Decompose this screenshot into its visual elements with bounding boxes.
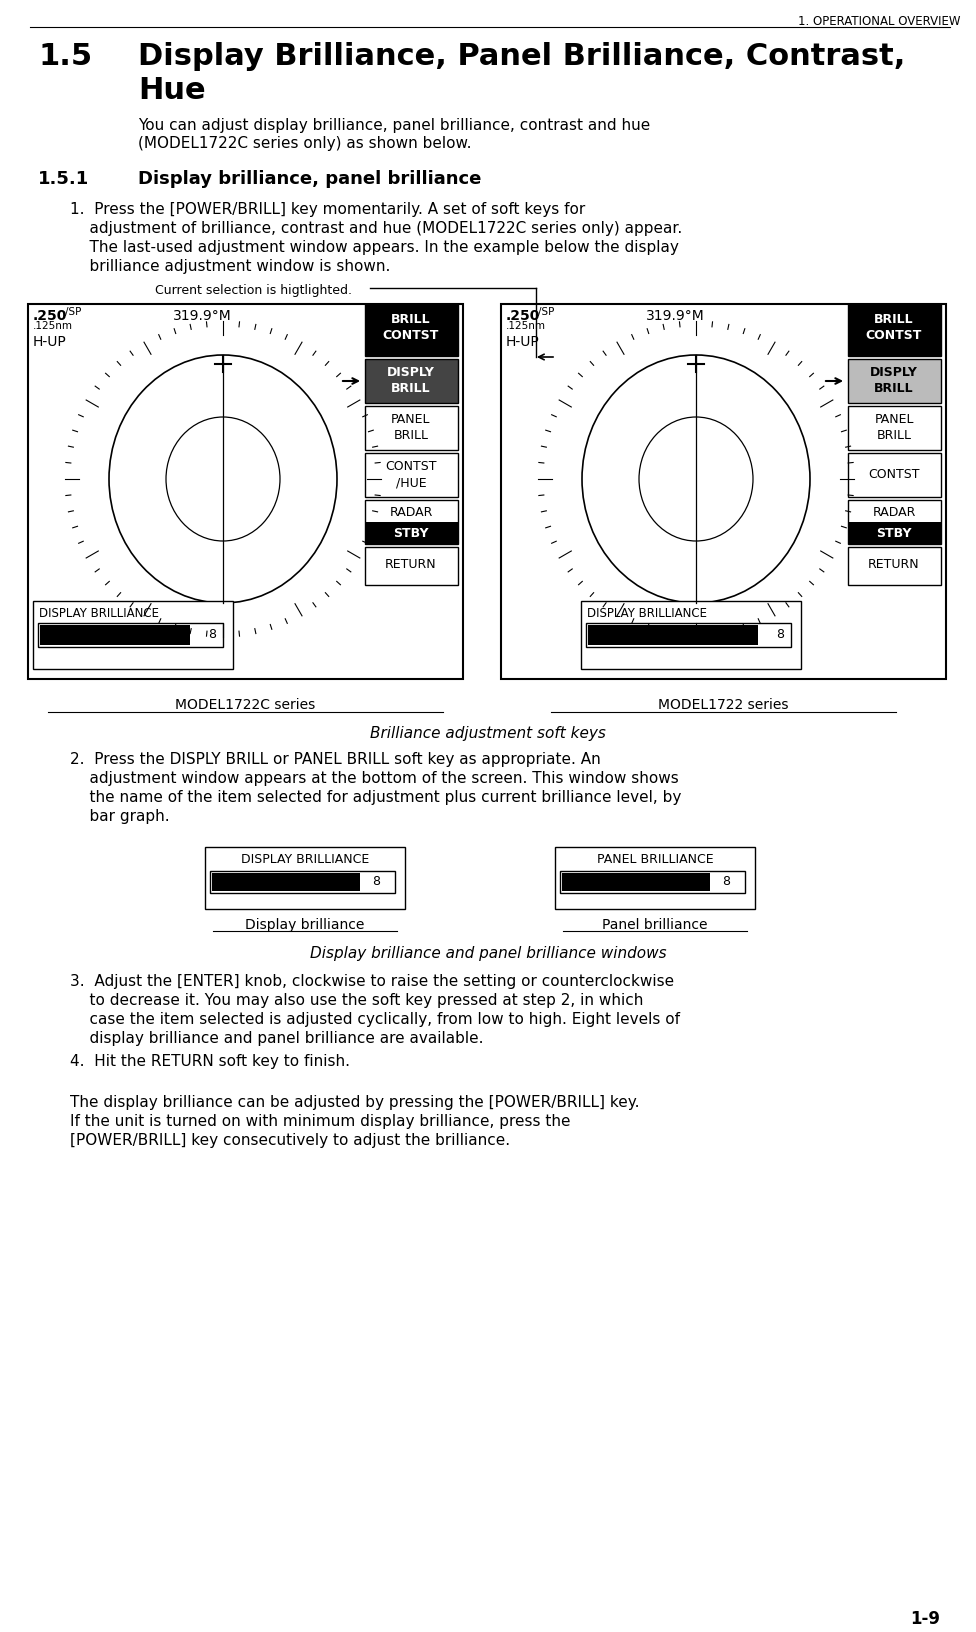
Text: BRILL: BRILL bbox=[876, 429, 912, 442]
Text: case the item selected is adjusted cyclically, from low to high. Eight levels of: case the item selected is adjusted cycli… bbox=[70, 1012, 680, 1027]
Text: DISPLAY BRILLIANCE: DISPLAY BRILLIANCE bbox=[241, 852, 369, 865]
Bar bbox=[848, 359, 941, 403]
Text: BRILL: BRILL bbox=[391, 382, 430, 395]
Text: DISPLY: DISPLY bbox=[870, 366, 918, 379]
Text: CONTST: CONTST bbox=[866, 328, 922, 341]
Bar bbox=[365, 501, 458, 545]
Bar bbox=[588, 625, 758, 646]
Text: bar graph.: bar graph. bbox=[70, 808, 170, 824]
Bar bbox=[586, 623, 791, 648]
Text: .125nm: .125nm bbox=[33, 322, 73, 331]
Bar bbox=[40, 625, 190, 646]
Text: STBY: STBY bbox=[876, 527, 912, 540]
Bar bbox=[365, 406, 458, 450]
Text: brilliance adjustment window is shown.: brilliance adjustment window is shown. bbox=[70, 259, 390, 274]
Text: MODEL1722 series: MODEL1722 series bbox=[658, 697, 789, 712]
Bar bbox=[848, 305, 941, 357]
Text: Display brilliance: Display brilliance bbox=[245, 917, 365, 932]
Bar bbox=[212, 873, 360, 891]
Text: Display Brilliance, Panel Brilliance, Contrast,
Hue: Display Brilliance, Panel Brilliance, Co… bbox=[138, 42, 906, 104]
Bar bbox=[848, 454, 941, 498]
Text: STBY: STBY bbox=[393, 527, 428, 540]
Text: RETURN: RETURN bbox=[386, 558, 437, 571]
Bar bbox=[205, 847, 405, 909]
Text: CONTST: CONTST bbox=[869, 468, 919, 481]
Bar bbox=[848, 406, 941, 450]
Text: You can adjust display brilliance, panel brilliance, contrast and hue: You can adjust display brilliance, panel… bbox=[138, 118, 650, 132]
Bar bbox=[38, 623, 223, 648]
Bar bbox=[501, 305, 946, 679]
Text: DISPLAY BRILLIANCE: DISPLAY BRILLIANCE bbox=[39, 607, 159, 620]
Text: PANEL: PANEL bbox=[874, 413, 914, 426]
Bar bbox=[210, 871, 395, 893]
Text: RETURN: RETURN bbox=[869, 558, 919, 571]
Bar bbox=[365, 522, 458, 545]
Text: PANEL BRILLIANCE: PANEL BRILLIANCE bbox=[596, 852, 713, 865]
Text: The display brilliance can be adjusted by pressing the [POWER/BRILL] key.: The display brilliance can be adjusted b… bbox=[70, 1095, 639, 1110]
Text: /SP: /SP bbox=[65, 307, 81, 317]
Bar bbox=[365, 305, 458, 357]
Bar bbox=[848, 522, 941, 545]
Text: 1-9: 1-9 bbox=[910, 1609, 940, 1627]
Text: H-UP: H-UP bbox=[506, 335, 540, 349]
Text: /SP: /SP bbox=[538, 307, 554, 317]
Text: Display brilliance, panel brilliance: Display brilliance, panel brilliance bbox=[138, 170, 481, 188]
Text: 1.5: 1.5 bbox=[38, 42, 92, 70]
Text: MODEL1722C series: MODEL1722C series bbox=[175, 697, 315, 712]
Text: PANEL: PANEL bbox=[391, 413, 430, 426]
Bar bbox=[33, 602, 233, 669]
Text: 8: 8 bbox=[372, 875, 380, 888]
Text: .125nm: .125nm bbox=[506, 322, 546, 331]
Text: The last-used adjustment window appears. In the example below the display: The last-used adjustment window appears.… bbox=[70, 240, 679, 255]
Text: 3.  Adjust the [ENTER] knob, clockwise to raise the setting or counterclockwise: 3. Adjust the [ENTER] knob, clockwise to… bbox=[70, 973, 674, 989]
Text: 4.  Hit the RETURN soft key to finish.: 4. Hit the RETURN soft key to finish. bbox=[70, 1053, 350, 1069]
Text: 8: 8 bbox=[722, 875, 730, 888]
Text: BRILL: BRILL bbox=[393, 429, 428, 442]
Bar bbox=[848, 501, 941, 545]
Text: If the unit is turned on with minimum display brilliance, press the: If the unit is turned on with minimum di… bbox=[70, 1113, 571, 1128]
Text: 1.5.1: 1.5.1 bbox=[38, 170, 89, 188]
Text: H-UP: H-UP bbox=[33, 335, 66, 349]
Text: the name of the item selected for adjustment plus current brilliance level, by: the name of the item selected for adjust… bbox=[70, 790, 681, 805]
Text: RADAR: RADAR bbox=[873, 506, 915, 519]
Bar bbox=[555, 847, 755, 909]
Text: [POWER/BRILL] key consecutively to adjust the brilliance.: [POWER/BRILL] key consecutively to adjus… bbox=[70, 1133, 510, 1147]
Text: Display brilliance and panel brilliance windows: Display brilliance and panel brilliance … bbox=[309, 945, 667, 960]
Text: .250: .250 bbox=[506, 308, 541, 323]
Text: 8: 8 bbox=[776, 628, 784, 641]
Text: 319.9°M: 319.9°M bbox=[173, 308, 231, 323]
Text: Panel brilliance: Panel brilliance bbox=[602, 917, 708, 932]
Text: Current selection is higtlighted.: Current selection is higtlighted. bbox=[155, 284, 352, 297]
Text: CONTST: CONTST bbox=[386, 460, 436, 473]
Text: BRILL: BRILL bbox=[391, 313, 430, 326]
Text: 1.  Press the [POWER/BRILL] key momentarily. A set of soft keys for: 1. Press the [POWER/BRILL] key momentari… bbox=[70, 202, 586, 217]
Text: BRILL: BRILL bbox=[874, 382, 914, 395]
Text: .250: .250 bbox=[33, 308, 67, 323]
Text: adjustment of brilliance, contrast and hue (MODEL1722C series only) appear.: adjustment of brilliance, contrast and h… bbox=[70, 220, 682, 237]
Text: Brilliance adjustment soft keys: Brilliance adjustment soft keys bbox=[370, 726, 606, 741]
Text: 8: 8 bbox=[208, 628, 216, 641]
Bar bbox=[848, 548, 941, 586]
Text: /HUE: /HUE bbox=[395, 475, 427, 488]
Text: CONTST: CONTST bbox=[383, 328, 439, 341]
Text: RADAR: RADAR bbox=[389, 506, 432, 519]
Text: BRILL: BRILL bbox=[874, 313, 914, 326]
Text: (MODEL1722C series only) as shown below.: (MODEL1722C series only) as shown below. bbox=[138, 135, 471, 150]
Text: to decrease it. You may also use the soft key pressed at step 2, in which: to decrease it. You may also use the sof… bbox=[70, 992, 643, 1007]
Text: DISPLY: DISPLY bbox=[387, 366, 435, 379]
Text: 1. OPERATIONAL OVERVIEW: 1. OPERATIONAL OVERVIEW bbox=[797, 15, 960, 28]
Text: display brilliance and panel brilliance are available.: display brilliance and panel brilliance … bbox=[70, 1030, 483, 1046]
Text: 2.  Press the DISPLY BRILL or PANEL BRILL soft key as appropriate. An: 2. Press the DISPLY BRILL or PANEL BRILL… bbox=[70, 752, 601, 767]
Bar bbox=[562, 873, 710, 891]
Bar bbox=[581, 602, 801, 669]
Bar bbox=[365, 454, 458, 498]
Bar bbox=[28, 305, 463, 679]
Text: DISPLAY BRILLIANCE: DISPLAY BRILLIANCE bbox=[587, 607, 707, 620]
Bar bbox=[365, 359, 458, 403]
Text: adjustment window appears at the bottom of the screen. This window shows: adjustment window appears at the bottom … bbox=[70, 770, 678, 785]
Text: 319.9°M: 319.9°M bbox=[646, 308, 705, 323]
Bar bbox=[560, 871, 745, 893]
Bar bbox=[365, 548, 458, 586]
